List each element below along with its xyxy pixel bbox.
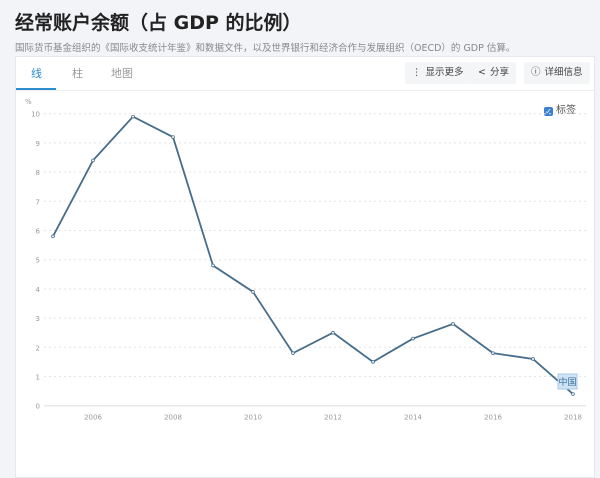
y-tick-label: 9	[36, 140, 40, 148]
x-tick-label: 2010	[244, 414, 262, 422]
y-tick-label: 2	[36, 344, 40, 352]
data-point	[171, 135, 175, 139]
data-point	[131, 114, 135, 119]
tab-line[interactable]: 线	[31, 67, 42, 80]
data-point	[251, 290, 255, 294]
data-point	[211, 263, 215, 268]
x-tick-label: 2018	[564, 414, 582, 422]
data-point	[91, 158, 95, 163]
page-subtitle: 国际货币基金组织的《国际收支统计年鉴》和数据文件，以及世界银行和经济合作与发展组…	[15, 43, 516, 54]
data-point	[571, 392, 575, 396]
x-tick-label: 2016	[484, 414, 502, 422]
y-tick-label: 6	[36, 228, 41, 236]
tab-bar[interactable]: 柱	[72, 67, 83, 80]
x-tick-label: 2012	[324, 414, 342, 422]
tab-map[interactable]: 地图	[111, 67, 133, 80]
share-icon: <	[478, 67, 486, 78]
data-point	[291, 351, 295, 355]
series-line	[52, 115, 574, 395]
y-tick-label: 1	[36, 374, 40, 382]
y-tick-label: 4	[36, 286, 41, 294]
x-tick-label: 2014	[404, 414, 422, 422]
page-title: 经常账户余额（占 GDP 的比例）	[15, 12, 302, 34]
y-tick-label: 10	[31, 111, 40, 119]
data-point	[51, 234, 55, 239]
y-tick-label: 5	[36, 257, 40, 265]
y-axis-label: %	[25, 98, 32, 106]
info-circle-icon: ⓘ	[531, 67, 541, 78]
share-button[interactable]: < 分享	[471, 62, 516, 84]
y-tick-label: 0	[36, 403, 40, 411]
active-tab-indicator	[16, 88, 56, 90]
series-label-box	[557, 373, 578, 390]
data-point	[491, 351, 495, 355]
details-button[interactable]: ⓘ 详细信息	[524, 62, 590, 84]
y-tick-label: 8	[36, 169, 40, 177]
checkbox-checked-icon: ✓	[544, 107, 553, 116]
show-more-button[interactable]: ⋮ 显示更多	[405, 62, 471, 84]
data-point	[331, 330, 335, 335]
series-label: 中国	[558, 376, 576, 388]
data-point	[531, 357, 535, 361]
vertical-ellipsis-icon: ⋮	[412, 67, 422, 78]
chart-tabs: 线 柱 地图 ⋮ 显示更多 < 分享 ⓘ 详细信息	[16, 57, 594, 91]
labels-checkbox[interactable]: ✓ 标签	[544, 105, 576, 116]
chart-card: 线 柱 地图 ⋮ 显示更多 < 分享 ⓘ 详细信息 ✓ 标签 % 0 1 2 3 4 5 6 7 8 9 10…	[15, 56, 595, 478]
x-tick-label: 2006	[84, 414, 102, 422]
data-point	[451, 322, 455, 326]
line-chart: % 0 1 2 3 4 5 6 7 8 9 10 2006 2008 2010 2012 2014 2016 201…	[25, 98, 586, 422]
data-point	[371, 360, 375, 364]
x-tick-label: 2008	[164, 414, 182, 422]
y-tick-label: 7	[36, 198, 40, 206]
y-tick-label: 3	[36, 315, 40, 323]
data-point	[411, 336, 415, 341]
